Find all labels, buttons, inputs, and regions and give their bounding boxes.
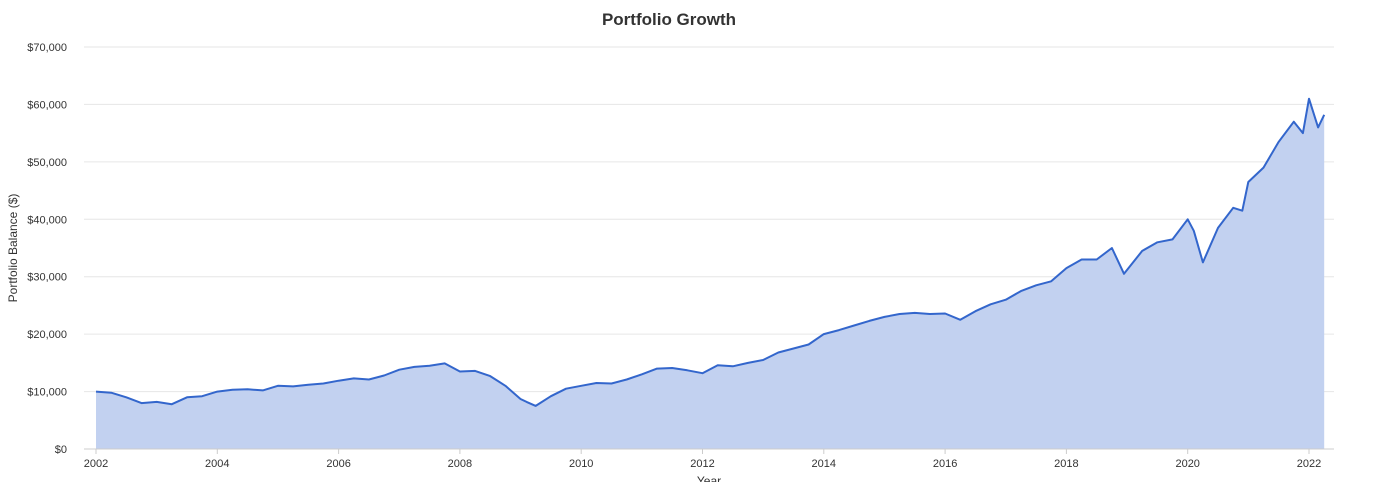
x-tick-label: 2012 (690, 458, 714, 470)
x-tick-label: 2006 (326, 458, 350, 470)
x-tick-label: 2002 (84, 458, 108, 470)
y-tick-label: $70,000 (27, 42, 67, 54)
x-tick-label: 2010 (569, 458, 593, 470)
x-tick-labels: 2002 2004 2006 2008 2010 2012 2014 2016 2018 2020… (84, 449, 1321, 470)
y-tick-label: $40,000 (27, 214, 67, 226)
x-tick-label: 2018 (1054, 458, 1078, 470)
x-axis-label: Year (697, 474, 721, 482)
y-tick-label: $30,000 (27, 272, 67, 284)
x-tick-label: 2004 (205, 458, 229, 470)
y-tick-label: $10,000 (27, 387, 67, 399)
y-tick-labels: $0 $10,000 $20,000 $30,000 $40,000 $50,000 $60… (27, 42, 67, 456)
x-tick-label: 2022 (1297, 458, 1321, 470)
x-tick-label: 2014 (812, 458, 836, 470)
gridlines (84, 46, 1334, 393)
x-tick-label: 2020 (1175, 458, 1199, 470)
balance-line (95, 97, 1326, 407)
x-tick-label: 2008 (448, 458, 472, 470)
y-tick-label: $50,000 (27, 157, 67, 169)
x-tick-label: 2016 (933, 458, 957, 470)
y-tick-label: $0 (55, 444, 67, 456)
y-tick-label: $60,000 (27, 99, 67, 111)
chart-title: Portfolio Growth (602, 10, 736, 29)
balance-area (96, 98, 1325, 449)
y-tick-label: $20,000 (27, 329, 67, 341)
y-axis-label: Portfolio Balance ($) (6, 194, 20, 303)
